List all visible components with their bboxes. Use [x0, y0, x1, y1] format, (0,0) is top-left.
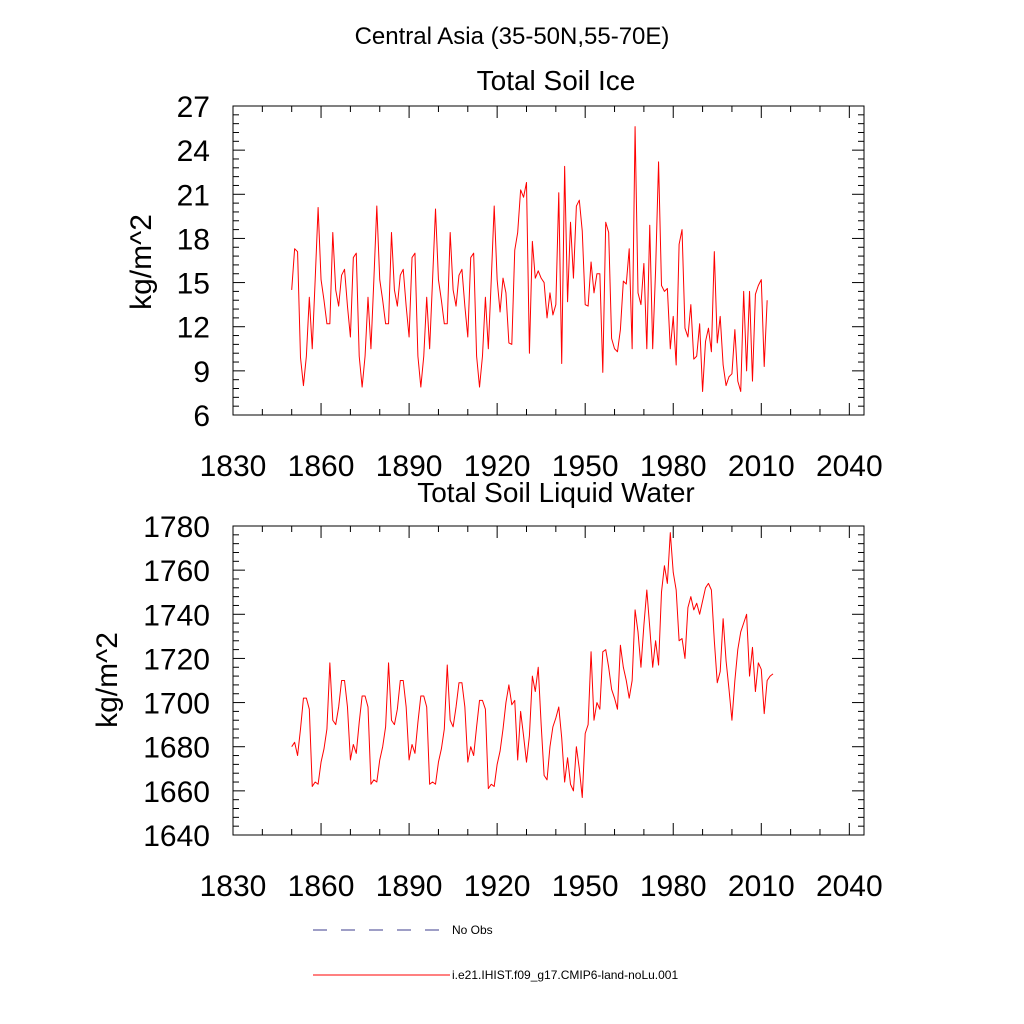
y-tick-label: 1740: [143, 599, 210, 632]
y-tick-label: 1760: [143, 555, 210, 588]
y-tick-label: 27: [177, 91, 210, 124]
y-tick-label: 1700: [143, 688, 210, 721]
x-tick-label: 1890: [376, 870, 443, 903]
plot-frame: [232, 105, 865, 416]
x-tick-label: 2040: [816, 450, 883, 483]
plot-frame: [232, 525, 865, 836]
x-tick-label: 1830: [200, 870, 267, 903]
bottom-panel-plot-area: 1830 1860 1890 1920 1950 1980 2010 2040 1640 1660…: [143, 511, 882, 903]
y-tick-label: 1680: [143, 732, 210, 765]
y-tick-label: 18: [177, 223, 210, 256]
x-tick-label: 1890: [376, 450, 443, 483]
bottom-panel-ylabel: kg/m^2: [91, 632, 124, 728]
legend-model-label: i.e21.IHIST.f09_g17.CMIP6-land-noLu.001: [452, 968, 678, 982]
top-panel-plot-area: 1830 1860 1890 1920 1950 1980 2010 2040 6 9 12 15 18…: [177, 91, 883, 483]
y-tick-label: 1780: [143, 511, 210, 544]
x-tick-label: 1830: [200, 450, 267, 483]
y-tick-label: 1720: [143, 643, 210, 676]
figure-title: Central Asia (35-50N,55-70E): [355, 23, 670, 50]
y-tick-label: 1640: [143, 820, 210, 853]
top-panel: Total Soil Ice kg/m^2 1830 1860 1890 1920 19…: [125, 65, 883, 483]
x-tick-label: 1920: [464, 450, 531, 483]
x-tick-label: 2010: [728, 870, 795, 903]
y-tick-label: 9: [193, 356, 210, 389]
top-panel-ylabel: kg/m^2: [125, 214, 158, 310]
x-tick-label: 1980: [640, 870, 707, 903]
x-tick-label: 1950: [552, 870, 619, 903]
series-line: [291, 126, 768, 392]
series-line: [291, 532, 774, 798]
y-tick-label: 24: [177, 135, 210, 168]
legend-no-obs-label: No Obs: [452, 923, 493, 937]
bottom-panel: Total Soil Liquid Water kg/m^2 1830 1860 1…: [91, 477, 883, 903]
bottom-panel-title: Total Soil Liquid Water: [417, 477, 695, 508]
x-tick-label: 1980: [640, 450, 707, 483]
y-tick-label: 6: [193, 400, 210, 433]
top-panel-title: Total Soil Ice: [477, 65, 636, 96]
y-tick-label: 15: [177, 268, 210, 301]
legend: No Obs i.e21.IHIST.f09_g17.CMIP6-land-no…: [313, 923, 678, 982]
x-tick-label: 1860: [288, 870, 355, 903]
y-tick-label: 1660: [143, 776, 210, 809]
x-tick-label: 1920: [464, 870, 531, 903]
y-tick-label: 12: [177, 312, 210, 345]
x-tick-label: 1860: [288, 450, 355, 483]
x-tick-label: 2040: [816, 870, 883, 903]
x-tick-label: 2010: [728, 450, 795, 483]
x-tick-label: 1950: [552, 450, 619, 483]
y-tick-label: 21: [177, 179, 210, 212]
